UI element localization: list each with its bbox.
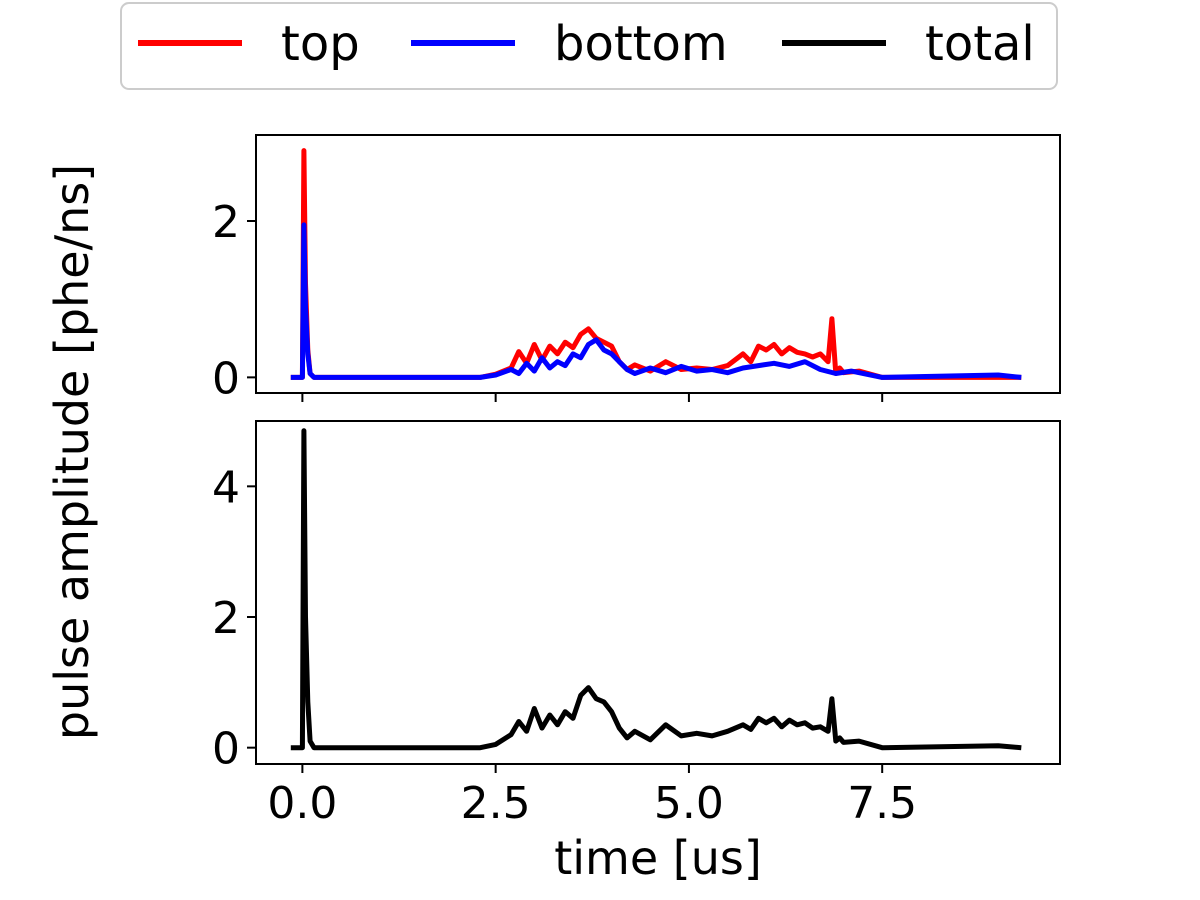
top-panel: 02 [212, 134, 1061, 404]
y-axis-label: pulse amplitude [phe/ns] [45, 164, 99, 740]
series-line-total [290, 428, 1022, 751]
bottom-panel-ticks: 0 2 4 0.0 2.5 5.0 7.5 [212, 462, 917, 829]
top-panel-series [290, 148, 1022, 380]
x-tick-label: 0.0 [267, 778, 337, 829]
bottom-panel: 0 2 4 0.0 2.5 5.0 7.5 [212, 420, 1061, 829]
x-axis-label: time [us] [554, 831, 762, 885]
legend-label-total: total [925, 16, 1035, 72]
series-line-top [290, 148, 1022, 380]
y-tick-label: 2 [212, 197, 240, 248]
legend: top bottom total [120, 2, 1058, 90]
y-tick-label: 4 [212, 462, 240, 513]
y-tick-label: 2 [212, 593, 240, 644]
y-tick-label: 0 [212, 724, 240, 775]
top-panel-ticks: 02 [212, 197, 884, 404]
x-tick-label: 7.5 [847, 778, 917, 829]
x-tick-label: 5.0 [654, 778, 724, 829]
legend-label-bottom: bottom [554, 16, 728, 72]
bottom-panel-frame [255, 420, 1061, 765]
y-tick-label: 0 [212, 353, 240, 404]
legend-label-top: top [281, 16, 360, 72]
top-panel-frame [255, 134, 1061, 394]
bottom-panel-series [290, 428, 1022, 751]
legend-frame [120, 2, 1058, 90]
x-tick-label: 2.5 [461, 778, 531, 829]
series-line-bottom [290, 222, 1022, 380]
